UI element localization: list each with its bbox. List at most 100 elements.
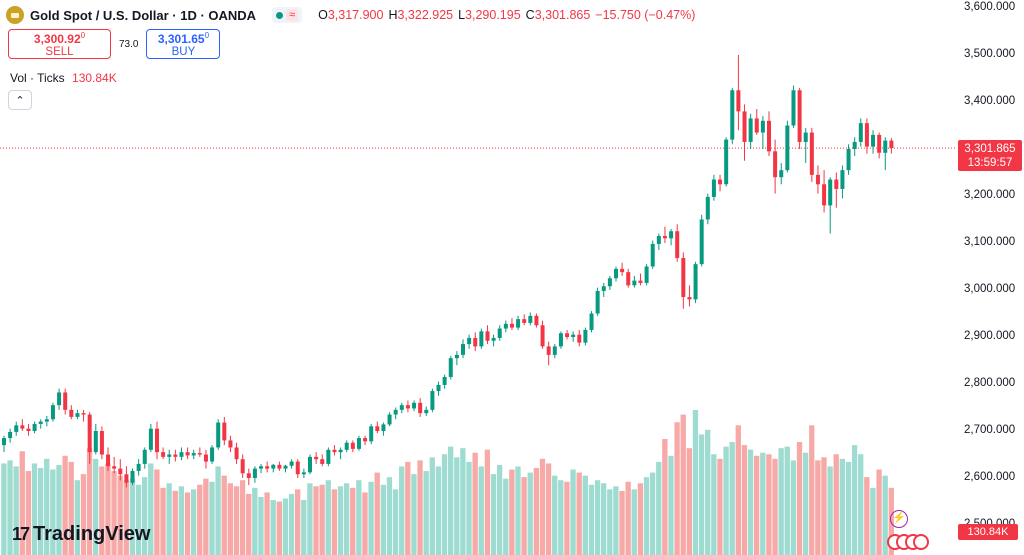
- candle[interactable]: [50, 402, 55, 422]
- candle[interactable]: [173, 449, 178, 462]
- chart-area[interactable]: [0, 0, 955, 555]
- candle[interactable]: [252, 466, 257, 483]
- candle[interactable]: [32, 421, 37, 434]
- candle[interactable]: [2, 435, 6, 453]
- candle[interactable]: [210, 445, 215, 464]
- candle[interactable]: [216, 419, 221, 450]
- candle[interactable]: [534, 313, 539, 328]
- candle[interactable]: [369, 423, 374, 445]
- candle[interactable]: [656, 233, 661, 251]
- price-axis[interactable]: 3,600.0003,500.0003,400.0003,300.0003,20…: [955, 0, 1024, 555]
- candle[interactable]: [840, 165, 845, 199]
- symbol-title[interactable]: Gold Spot / U.S. Dollar · 1D · OANDA: [30, 7, 257, 23]
- candle[interactable]: [344, 440, 349, 453]
- candle[interactable]: [748, 113, 753, 149]
- candle[interactable]: [63, 388, 68, 415]
- candle[interactable]: [112, 456, 117, 474]
- sell-button[interactable]: 3,300.920 SELL: [8, 29, 111, 59]
- candle[interactable]: [228, 435, 233, 453]
- candle[interactable]: [503, 320, 508, 333]
- candle[interactable]: [191, 449, 196, 460]
- candle[interactable]: [442, 374, 447, 389]
- tradingview-logo[interactable]: 17 TradingView: [12, 523, 150, 546]
- candle[interactable]: [730, 87, 735, 145]
- candle[interactable]: [448, 355, 453, 380]
- candle[interactable]: [767, 111, 771, 157]
- candle[interactable]: [754, 109, 759, 135]
- candle[interactable]: [197, 447, 202, 457]
- candle[interactable]: [803, 127, 808, 164]
- candle[interactable]: [614, 266, 618, 282]
- candle[interactable]: [724, 137, 729, 187]
- candle[interactable]: [516, 315, 521, 330]
- candle[interactable]: [87, 412, 92, 464]
- candle[interactable]: [705, 193, 710, 225]
- candle[interactable]: [185, 447, 190, 460]
- candle[interactable]: [93, 423, 98, 455]
- candle[interactable]: [436, 381, 441, 396]
- candle[interactable]: [142, 447, 147, 469]
- candle[interactable]: [155, 421, 159, 460]
- candle[interactable]: [699, 214, 704, 267]
- candle[interactable]: [858, 118, 863, 147]
- candle[interactable]: [44, 415, 49, 427]
- candle[interactable]: [130, 468, 135, 486]
- candle[interactable]: [779, 163, 784, 185]
- candle[interactable]: [583, 327, 588, 346]
- candle[interactable]: [57, 388, 62, 410]
- candle[interactable]: [577, 329, 582, 347]
- candle[interactable]: [883, 137, 888, 171]
- candle[interactable]: [852, 137, 857, 157]
- buy-button[interactable]: 3,301.650 BUY: [146, 29, 221, 59]
- candle[interactable]: [742, 104, 747, 161]
- candle[interactable]: [571, 331, 576, 342]
- candle[interactable]: [791, 85, 796, 128]
- candle[interactable]: [889, 138, 894, 154]
- candle[interactable]: [485, 325, 490, 345]
- candle[interactable]: [528, 312, 533, 326]
- candle[interactable]: [669, 228, 674, 246]
- candle[interactable]: [644, 264, 649, 286]
- candle[interactable]: [540, 320, 545, 349]
- candle[interactable]: [473, 332, 478, 352]
- candle[interactable]: [136, 459, 141, 476]
- candle[interactable]: [148, 423, 153, 453]
- candle[interactable]: [271, 463, 276, 473]
- market-status-pill[interactable]: ≈: [272, 7, 303, 23]
- candle[interactable]: [687, 285, 692, 307]
- candle[interactable]: [381, 422, 386, 436]
- candle[interactable]: [828, 177, 833, 234]
- candle[interactable]: [773, 139, 778, 194]
- candle[interactable]: [607, 275, 612, 290]
- candle[interactable]: [265, 461, 270, 473]
- candle[interactable]: [295, 459, 300, 478]
- candle[interactable]: [106, 447, 111, 471]
- candle[interactable]: [834, 172, 839, 208]
- candle[interactable]: [760, 116, 765, 149]
- candle[interactable]: [509, 318, 514, 330]
- us-flag-icon[interactable]: [913, 534, 929, 550]
- lightning-bolt-icon[interactable]: ⚡: [890, 510, 908, 528]
- candle[interactable]: [8, 428, 13, 443]
- candle[interactable]: [491, 334, 496, 347]
- candle[interactable]: [75, 409, 80, 420]
- candle[interactable]: [338, 447, 343, 460]
- candle[interactable]: [81, 409, 86, 422]
- candle[interactable]: [375, 421, 380, 434]
- candle[interactable]: [332, 445, 337, 456]
- candle[interactable]: [350, 440, 355, 453]
- candle[interactable]: [38, 419, 43, 429]
- collapse-legend-button[interactable]: ⌃: [8, 90, 32, 110]
- candle[interactable]: [393, 407, 398, 420]
- candle[interactable]: [314, 452, 319, 464]
- candle[interactable]: [179, 447, 184, 461]
- candle[interactable]: [387, 412, 392, 427]
- candle[interactable]: [711, 174, 716, 201]
- candle[interactable]: [454, 351, 459, 366]
- candle[interactable]: [546, 341, 551, 366]
- candle[interactable]: [234, 442, 239, 464]
- candle[interactable]: [69, 405, 74, 420]
- candle[interactable]: [522, 314, 527, 326]
- candle[interactable]: [430, 388, 435, 413]
- candle[interactable]: [20, 419, 25, 431]
